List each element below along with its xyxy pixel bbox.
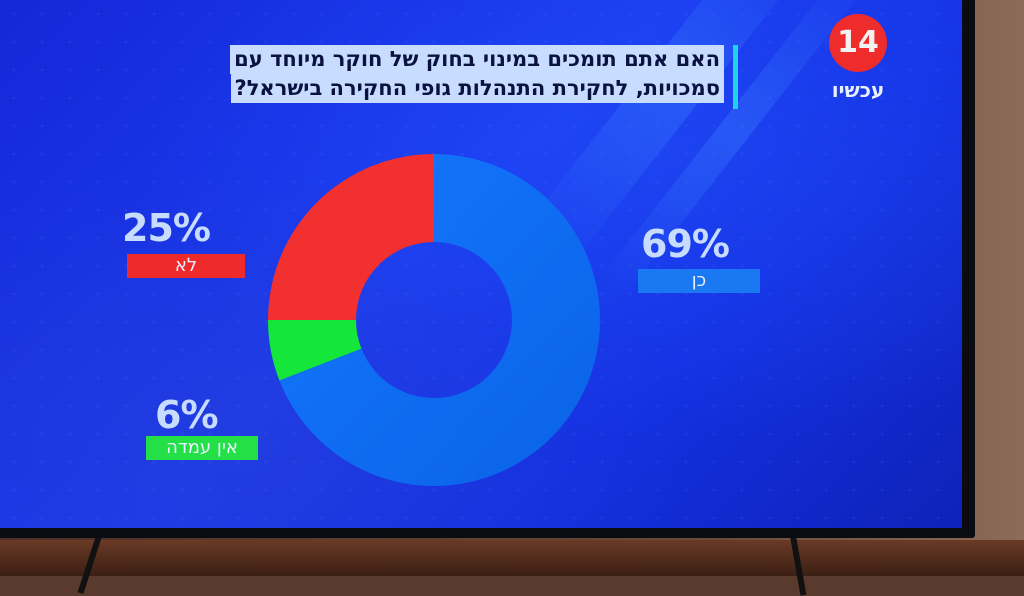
label-no-opinion: אין עמדה bbox=[146, 436, 258, 460]
poll-question-text: האם אתם תומכים במינוי בחוק של חוקר מיוחד… bbox=[134, 45, 724, 103]
label-no: לא bbox=[127, 254, 245, 278]
poll-question: האם אתם תומכים במינוי בחוק של חוקר מיוחד… bbox=[138, 43, 738, 109]
percent-yes: 69% bbox=[641, 222, 730, 266]
slice-yes bbox=[279, 154, 600, 486]
slice-no bbox=[268, 154, 434, 320]
title-accent-bar bbox=[733, 45, 738, 109]
percent-no-opinion: 6% bbox=[155, 393, 219, 437]
question-line-2: סמכויות, לחקירת התנהלות גופי החקירה בישר… bbox=[230, 74, 724, 103]
question-line-1: האם אתם תומכים במינוי בחוק של חוקר מיוחד… bbox=[230, 45, 724, 74]
channel-logo: 14 עכשיו bbox=[823, 14, 893, 102]
tv-shelf bbox=[0, 540, 1024, 576]
channel-name: עכשיו bbox=[831, 78, 885, 102]
channel-number-badge: 14 bbox=[829, 14, 887, 72]
slice-no-opinion bbox=[268, 320, 362, 381]
donut-chart bbox=[268, 154, 600, 486]
label-yes: כן bbox=[638, 269, 760, 293]
percent-no: 25% bbox=[122, 206, 211, 250]
